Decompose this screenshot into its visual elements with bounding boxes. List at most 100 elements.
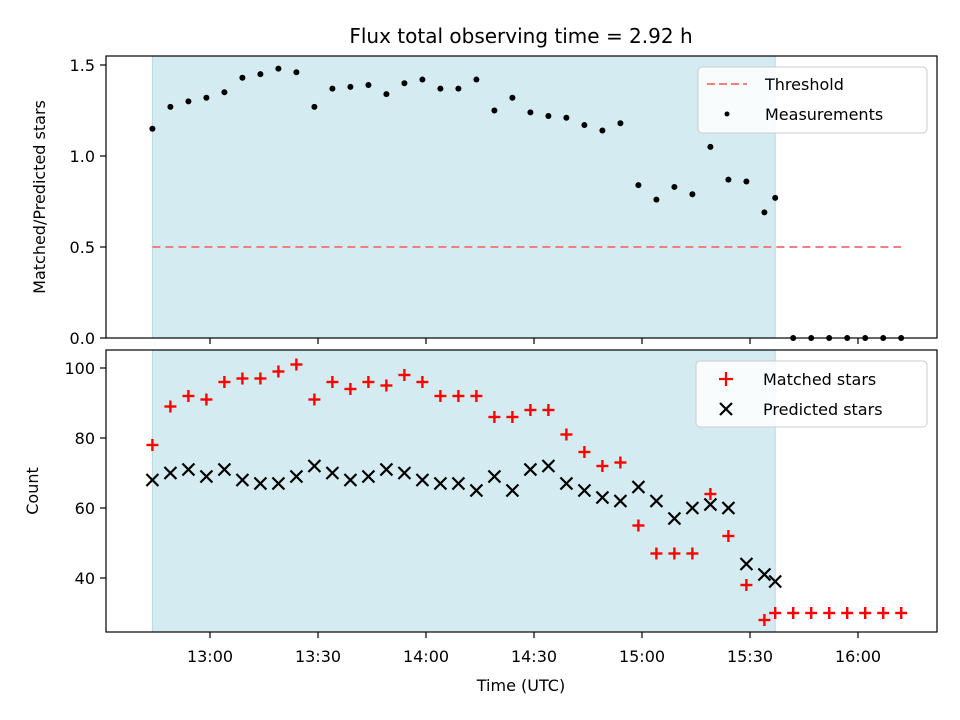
predicted-legend-swatch	[719, 402, 733, 416]
predicted-stars-point	[199, 469, 214, 484]
measurements-point	[772, 194, 779, 201]
predicted-stars-point	[469, 483, 484, 498]
matched-stars-point	[416, 376, 429, 388]
x-tick-label: 13:00	[187, 647, 233, 666]
predicted-stars-point	[559, 476, 574, 491]
matched-stars-point	[506, 411, 519, 423]
matched-stars-point	[380, 379, 393, 392]
x-tick-label: 14:30	[511, 647, 557, 666]
predicted-stars-point	[541, 459, 556, 473]
matched-stars-point	[758, 614, 771, 626]
y-tick-label: 100	[64, 359, 95, 378]
measurements-point	[437, 85, 444, 92]
chart-title: Flux total observing time = 2.92 h	[349, 24, 692, 48]
predicted-stars-point	[739, 557, 754, 571]
x-tick-label: 15:30	[727, 647, 773, 666]
matched-stars-point	[542, 404, 555, 416]
measurements-point	[581, 122, 588, 129]
measurements-legend-swatch	[724, 111, 730, 117]
measurements-point	[419, 76, 426, 83]
matched-stars-point	[398, 369, 411, 381]
matched-stars-point	[164, 400, 177, 413]
matched-stars-point	[218, 376, 231, 388]
matched-stars-point	[146, 439, 159, 451]
matched-stars-point	[686, 547, 699, 560]
matched-stars-point	[182, 390, 195, 402]
matched-stars-point	[650, 547, 663, 560]
bottom-panel: 40 60 80 100 13:00 13:30 14:00 14:30 15:00 15:30 1…	[23, 349, 938, 695]
predicted-stars-point	[307, 459, 322, 473]
predicted-stars-point	[631, 480, 646, 494]
measurements-point	[707, 143, 714, 150]
predicted-stars-point	[415, 473, 430, 487]
predicted-stars-point	[379, 462, 394, 477]
matched-stars-point	[740, 579, 753, 591]
measurements-point	[635, 182, 642, 189]
measurements-point	[347, 83, 354, 90]
measurements-point	[311, 103, 318, 110]
x-tick-label: 13:30	[295, 647, 341, 666]
matched-stars-point	[524, 404, 537, 416]
measurements-point	[527, 109, 534, 116]
predicted-stars-point	[649, 494, 664, 508]
predicted-stars-point	[613, 494, 628, 508]
predicted-stars-point	[523, 462, 538, 477]
measurements-point	[293, 69, 300, 76]
matched-stars-point	[272, 365, 285, 378]
matched-stars-point	[722, 530, 735, 542]
measurements-point	[599, 127, 606, 134]
matched-stars-point	[805, 607, 818, 619]
measurements-point	[491, 107, 498, 114]
measurements-point	[617, 120, 624, 127]
matched-legend-swatch	[719, 372, 733, 386]
bottom-legend-box	[695, 360, 928, 428]
predicted-stars-point	[451, 476, 466, 491]
predicted-stars-point	[577, 483, 592, 498]
predicted-stars-point	[235, 473, 250, 487]
measurements-point	[365, 82, 372, 89]
measurements-point	[239, 74, 246, 81]
predicted-stars-point	[757, 567, 772, 582]
matched-stars-point	[200, 393, 213, 406]
measurements-point	[761, 209, 768, 216]
measurements-point	[167, 103, 174, 110]
bottom-span	[151, 349, 776, 633]
measurements-point	[671, 183, 678, 190]
matched-stars-point	[859, 607, 872, 619]
matched-stars-point	[632, 519, 645, 532]
predicted-stars-point	[721, 501, 736, 515]
y-tick-label: 60	[75, 499, 95, 518]
predicted-stars-point	[145, 473, 160, 487]
top-y-axis-label: Matched/Predicted stars	[30, 100, 49, 294]
predicted-stars-point	[433, 476, 448, 491]
predicted-stars-point	[181, 462, 196, 477]
measurements-point	[743, 178, 750, 185]
matched-stars-point	[841, 607, 854, 619]
measurements-point	[653, 196, 660, 203]
measurements-point	[329, 85, 336, 92]
matched-stars-point	[596, 460, 609, 472]
y-tick-label: 1.5	[70, 56, 95, 75]
bottom-axes-frame	[105, 349, 938, 633]
matched-stars-point	[236, 372, 249, 385]
matched-stars-point	[823, 607, 836, 619]
bottom-legend: Matched stars Predicted stars	[695, 360, 928, 428]
legend-predicted-label: Predicted stars	[763, 400, 883, 419]
y-tick-label: 0.0	[70, 329, 95, 348]
matched-stars-point	[290, 358, 303, 371]
matched-stars-point	[668, 547, 681, 560]
legend-measurements-label: Measurements	[765, 105, 883, 124]
measurements-point	[401, 80, 408, 87]
measurements-point	[455, 85, 462, 92]
matched-stars-point	[895, 607, 908, 619]
measurements-point	[275, 65, 282, 72]
predicted-stars-point	[343, 473, 358, 487]
x-tick-label: 16:00	[835, 647, 881, 666]
measurements-point	[509, 94, 516, 101]
measurements-point	[725, 176, 732, 183]
matched-stars-point	[704, 488, 717, 500]
measurements-point	[185, 98, 192, 105]
y-tick-label: 40	[75, 569, 95, 588]
y-tick-label: 0.5	[70, 238, 95, 257]
matched-stars-point	[578, 446, 591, 458]
